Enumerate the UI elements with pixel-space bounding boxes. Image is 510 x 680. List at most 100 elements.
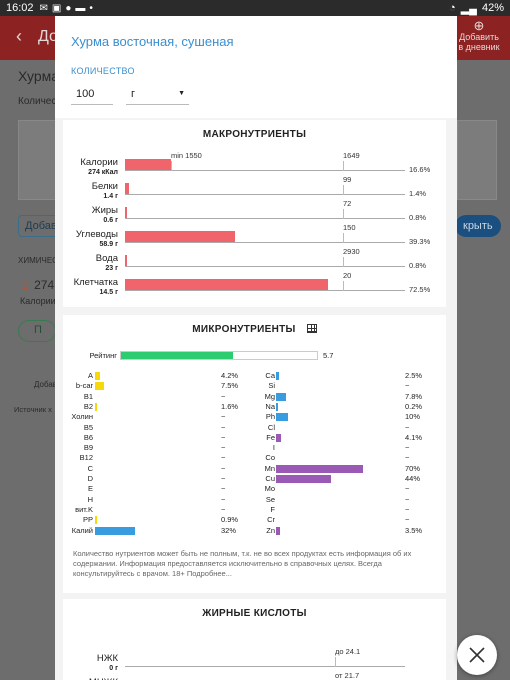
micro-name: A	[87, 371, 93, 380]
macro-min-line	[171, 161, 172, 171]
micro-row: I ~	[63, 443, 446, 453]
macro-amount: 23 г	[105, 265, 118, 272]
fatty-label: МНЖК0 г	[63, 678, 118, 680]
close-button[interactable]	[457, 635, 497, 675]
macro-name: Вода	[95, 253, 118, 264]
micro-bar	[276, 475, 331, 483]
macro-axis	[125, 266, 405, 267]
background-add-to-diary: ⊕ Добавить в дневник	[454, 19, 504, 52]
micro-name: Mo	[264, 484, 275, 494]
micro-bar	[276, 413, 289, 422]
macro-name: Белки	[91, 181, 118, 192]
background-box-right	[457, 120, 497, 200]
close-icon	[469, 647, 485, 663]
macro-label: Калории 274 кКал	[63, 158, 118, 178]
macro-ref-value: 1649	[343, 151, 360, 160]
micro-name: Ph	[265, 412, 275, 422]
micro-value: ~	[221, 494, 226, 504]
macro-row: Калории 274 кКал 1649 min 1550 16.6%	[63, 151, 446, 179]
micro-row: Холин ~	[63, 412, 446, 422]
micro-name: Mn	[264, 463, 275, 473]
macro-percent: 39.3%	[409, 237, 431, 246]
micro-row: Cr ~	[63, 515, 446, 525]
micro-row: H ~	[63, 495, 446, 505]
micro-row: Mg 7.8%	[63, 392, 446, 402]
micro-value: ~	[221, 484, 226, 494]
macro-ref-value: 20	[343, 271, 352, 280]
micro-row: B5 ~	[63, 423, 446, 433]
micro-name: F	[270, 504, 275, 514]
rating-value: 5.7	[323, 351, 334, 360]
disclaimer-note: Количество нутриентов может быть не полн…	[73, 549, 435, 579]
product-details-modal: Хурма восточная, сушеная КОЛИЧЕСТВО 100 …	[55, 16, 457, 680]
micro-row: E ~	[63, 484, 446, 494]
micro-name: b-car	[75, 381, 93, 391]
micro-name: B1	[83, 391, 93, 401]
unit-select[interactable]: г ▼	[126, 84, 189, 105]
fatty-ref-line	[335, 657, 336, 667]
micro-name: C	[87, 463, 93, 473]
macro-amount: 1.4 г	[103, 193, 118, 200]
macro-name: Жиры	[91, 205, 118, 216]
macro-row: Белки 1.4 г 99 1.4%	[63, 175, 446, 203]
micro-row: B6 ~	[63, 433, 446, 443]
micro-name: Na	[265, 401, 275, 411]
background-box	[18, 120, 58, 200]
micro-value: 44%	[405, 474, 421, 483]
signal-icon: ▂▄	[460, 2, 477, 15]
micro-value: ~	[221, 504, 226, 514]
macro-row: Клетчатка 14.5 г 20 72.5%	[63, 271, 446, 299]
micro-value: ~	[405, 453, 410, 463]
background-add-label-1: Добавить	[459, 32, 499, 42]
micronutrients-card: МИКРОНУТРИЕНТЫ Рейтинг 5.7 A 4.2% b-car 7.5…	[63, 315, 446, 593]
modal-header: Хурма восточная, сушеная КОЛИЧЕСТВО 100 …	[55, 16, 457, 118]
macro-bar	[125, 159, 172, 170]
micro-name: Cl	[267, 422, 275, 432]
quantity-input[interactable]: 100	[71, 84, 113, 105]
micro-row: F ~	[63, 505, 446, 515]
macro-amount: 14.5 г	[99, 289, 118, 296]
micro-row: Mn 70%	[63, 464, 446, 474]
macro-percent: 0.8%	[409, 261, 427, 270]
macro-ref-value: 150	[343, 223, 356, 232]
macronutrients-title: МАКРОНУТРИЕНТЫ	[202, 129, 307, 140]
macro-axis	[125, 290, 405, 291]
micro-row: Ca 2.5%	[63, 371, 446, 381]
macro-axis	[125, 242, 405, 243]
micro-bar	[276, 464, 363, 473]
table-view-icon[interactable]	[306, 324, 317, 333]
macro-name: Калории	[80, 157, 118, 168]
micro-value: 1.6%	[221, 401, 239, 411]
fatty-name: МНЖК	[63, 678, 118, 680]
disclaimer-text[interactable]: Количество нутриентов может быть не полн…	[73, 549, 412, 578]
background-cal-value: ♨ 274	[20, 278, 54, 292]
micronutrients-title: МИКРОНУТРИЕНТЫ	[192, 324, 296, 335]
quantity-row: 100 г ▼	[71, 84, 441, 105]
background-tab-label: П	[34, 324, 42, 336]
micro-name: Se	[265, 494, 275, 504]
macro-amount: 58.9 г	[99, 241, 118, 248]
message-icon: ▬	[75, 2, 86, 14]
micro-value: ~	[221, 391, 226, 401]
micro-row: Se ~	[63, 495, 446, 505]
fatty-name: НЖК	[96, 653, 118, 664]
macro-bar	[125, 183, 129, 194]
micro-bar	[95, 402, 97, 411]
macronutrients-card: МАКРОНУТРИЕНТЫ Калории 274 кКал 1649 min 15…	[63, 120, 446, 307]
more-dots-icon: •	[89, 2, 93, 14]
micro-value: ~	[221, 453, 226, 463]
macro-axis	[125, 194, 405, 195]
micro-value: ~	[405, 484, 410, 494]
macro-ref-line	[343, 281, 344, 291]
micro-value: 32%	[221, 525, 237, 535]
micro-value: 4.1%	[405, 432, 423, 442]
micro-value: ~	[221, 443, 226, 453]
macro-ref-value: 99	[343, 175, 352, 184]
battery-level: 42%	[481, 2, 504, 14]
dropdown-arrow-icon: ▼	[178, 90, 185, 97]
status-bar: 16:02 ✉ ▣ ● ▬ • ◔ ▂▄ 42%	[0, 0, 510, 16]
fire-icon: ♨	[20, 278, 31, 292]
macro-percent: 16.6%	[409, 165, 431, 174]
background-add-label-2: в дневник	[458, 42, 500, 52]
macro-ref-line	[343, 185, 344, 195]
